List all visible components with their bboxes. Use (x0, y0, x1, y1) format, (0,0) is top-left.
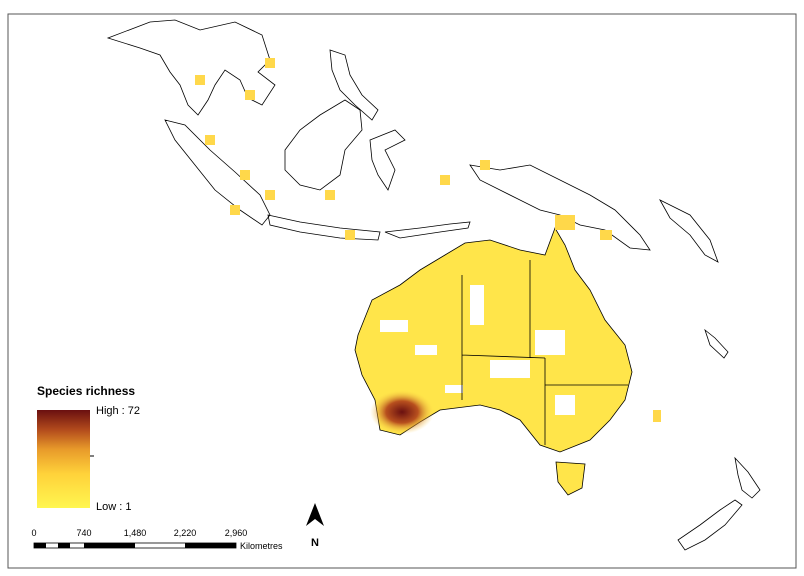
cell (345, 230, 355, 240)
cell (230, 205, 240, 215)
no-data-cell (445, 385, 463, 393)
scale-label: 1,480 (124, 528, 147, 538)
no-data-cell (415, 345, 437, 355)
coastline (677, 499, 743, 551)
coastline (106, 19, 276, 116)
state-border (461, 260, 628, 445)
scale-label: 2,960 (225, 528, 248, 538)
coastline (284, 99, 363, 191)
cell (240, 170, 250, 180)
coastline (164, 119, 271, 226)
coastline (267, 214, 381, 241)
legend-ramp (37, 410, 90, 508)
cell (440, 175, 450, 185)
richness-cells (195, 58, 661, 422)
coastline (704, 328, 729, 359)
scale-unit: Kilometres (240, 541, 283, 551)
cell (555, 215, 575, 230)
richness-hotspot (370, 390, 434, 434)
cell (600, 230, 612, 240)
scale-segment (185, 543, 236, 548)
legend-low: Low : 1 (96, 501, 131, 513)
legend-title: Species richness (37, 384, 135, 398)
scale-label: 0 (31, 528, 36, 538)
scale-bar: 0 740 1,480 2,220 2,960 Kilometres (31, 528, 283, 551)
no-data-cell (555, 395, 575, 415)
cell (245, 90, 255, 100)
scale-label: 2,220 (174, 528, 197, 538)
coastline (659, 199, 719, 263)
no-data-cell (380, 320, 408, 332)
scale-label: 740 (76, 528, 91, 538)
cell (205, 135, 215, 145)
coastline (469, 164, 651, 251)
legend-high: High : 72 (96, 405, 140, 417)
scale-segment (34, 543, 46, 548)
no-data-cell (535, 330, 565, 355)
tasmania (555, 461, 586, 496)
no-data-cell (470, 285, 484, 325)
no-data-cell (490, 360, 530, 378)
north-arrow (306, 503, 324, 526)
scale-segment (84, 543, 135, 548)
cell (480, 160, 490, 170)
cell (265, 190, 275, 200)
cell (325, 190, 335, 200)
cell (653, 410, 661, 422)
coastline (329, 49, 379, 121)
cell (195, 75, 205, 85)
scale-segment (58, 543, 70, 548)
north-label: N (311, 537, 319, 549)
cell (265, 58, 275, 68)
coastline (734, 456, 761, 499)
coastline (384, 221, 471, 239)
coastline (369, 129, 406, 191)
